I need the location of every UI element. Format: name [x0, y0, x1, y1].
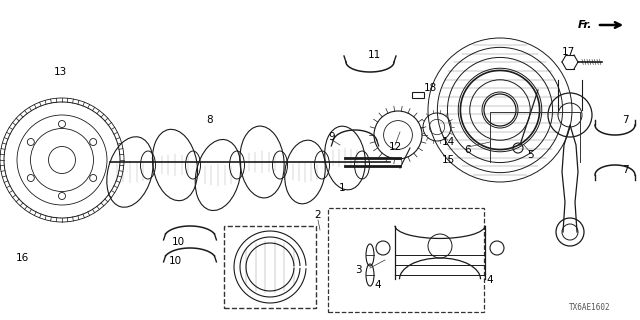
Bar	[412, 92, 424, 98]
Text: 10: 10	[168, 256, 182, 266]
Text: 7: 7	[621, 115, 628, 125]
Text: 4: 4	[486, 275, 493, 285]
Bar	[328, 208, 484, 312]
Text: 15: 15	[442, 155, 454, 165]
Bar	[224, 226, 316, 308]
Text: 2: 2	[315, 210, 321, 220]
Text: 4: 4	[374, 280, 381, 290]
Text: 10: 10	[172, 237, 184, 247]
Text: 13: 13	[53, 67, 67, 77]
Text: 1: 1	[339, 183, 346, 193]
Text: Fr.: Fr.	[577, 20, 592, 30]
Text: TX6AE1602: TX6AE1602	[569, 303, 611, 313]
Text: 5: 5	[527, 150, 533, 160]
Text: 8: 8	[207, 115, 213, 125]
Text: 14: 14	[442, 137, 454, 147]
Text: 12: 12	[388, 142, 402, 152]
Text: 17: 17	[561, 47, 575, 57]
Text: 6: 6	[465, 145, 471, 155]
Text: 16: 16	[15, 253, 29, 263]
Text: 11: 11	[367, 50, 381, 60]
Text: 7: 7	[621, 165, 628, 175]
Text: 9: 9	[329, 132, 335, 142]
Text: 3: 3	[355, 265, 362, 275]
Text: 18: 18	[424, 83, 436, 93]
